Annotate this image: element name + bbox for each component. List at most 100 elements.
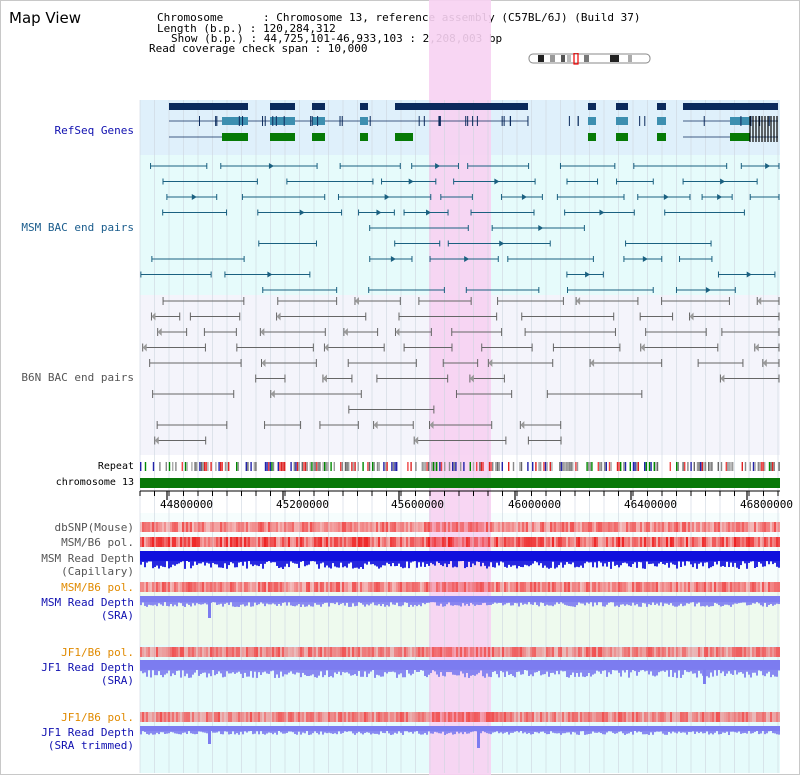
msm-b6-polymorphism-sra [340,582,342,592]
msm-read-depth-capillary [504,551,506,567]
dbsnp-density [656,522,658,532]
dbsnp-density [208,522,210,532]
info-coverage: Read coverage check span : 10,000 [149,42,368,55]
track-label-dbsnp[interactable]: dbSNP(Mouse) [54,521,134,534]
b6n-bac-arrow [757,297,762,305]
dbsnp-density [254,522,256,532]
jf1-b6-polymorphism [454,647,456,657]
msm-read-depth-capillary [396,551,398,566]
jf1-b6-polymorphism-trimmed [328,712,330,722]
msm-b6-polymorphism-sra [614,582,616,592]
msm-b6-polymorphism-sra [748,582,750,592]
jf1-read-depth-trimmed [280,726,282,733]
jf1-read-depth-trimmed [652,726,654,735]
jf1-b6-polymorphism-trimmed [518,712,520,722]
jf1-read-depth-trimmed [418,726,420,734]
track-label-msm-bac[interactable]: MSM BAC end pairs [21,221,134,234]
track-label-msm-b6-pol[interactable]: MSM/B6 pol. [61,536,134,549]
dbsnp-density [164,522,166,532]
msm-b6-polymorphism-sra [196,582,198,592]
track-label-chromosome[interactable]: chromosome 13 [55,477,134,488]
chromosome-ideogram[interactable] [528,53,652,65]
track-label-msm-read-depth-sra[interactable]: MSM Read Depth [41,596,134,609]
jf1-read-depth-trimmed [270,726,272,733]
jf1-b6-polymorphism [444,647,446,657]
dbsnp-density [184,522,186,532]
repeat-element [650,462,652,471]
msm-b6-polymorphism [412,537,414,547]
dbsnp-density [554,522,556,532]
jf1-read-depth-sra [292,660,294,674]
jf1-b6-polymorphism [196,647,198,657]
repeat-element [384,462,387,471]
msm-b6-polymorphism-sra [466,582,468,592]
jf1-b6-polymorphism [228,647,230,657]
msm-read-depth-sra [490,596,492,605]
msm-b6-polymorphism [286,537,288,547]
msm-b6-polymorphism [746,537,748,547]
track-label-jf1-read-depth-trimmed[interactable]: JF1 Read Depth [41,726,134,739]
jf1-read-depth-sra [160,660,162,676]
dbsnp-density [296,522,298,532]
msm-read-depth-sra [400,596,402,607]
track-label-jf1-b6-pol-trimmed[interactable]: JF1/B6 pol. [61,711,134,724]
repeat-element [512,462,515,471]
jf1-b6-polymorphism [322,647,324,657]
msm-read-depth-capillary [666,551,668,563]
jf1-read-depth-trimmed [544,726,546,734]
track-label-b6n-bac[interactable]: B6N BAC end pairs [21,371,134,384]
msm-bac-arrow [299,209,305,216]
jf1-read-depth-sra [574,660,576,677]
repeat-element [744,462,747,471]
jf1-b6-polymorphism-trimmed [214,712,216,722]
msm-read-depth-capillary [596,551,598,568]
jf1-b6-polymorphism-trimmed [554,712,556,722]
dbsnp-density [702,522,704,532]
dbsnp-density [620,522,622,532]
jf1-b6-polymorphism-trimmed [588,712,590,722]
track-label-repeat[interactable]: Repeat [97,461,134,472]
dbsnp-density [632,522,634,532]
jf1-b6-polymorphism-trimmed [732,712,734,722]
jf1-read-depth-trimmed [372,726,374,734]
dbsnp-density [730,522,732,532]
msm-read-depth-sra [380,596,382,607]
repeat-element [501,462,503,471]
track-label-msm-b6-pol-sra[interactable]: MSM/B6 pol. [61,581,134,594]
repeat-element [432,462,435,471]
msm-b6-polymorphism-sra [492,582,494,592]
msm-b6-polymorphism-sra [180,582,182,592]
jf1-b6-polymorphism-trimmed [420,712,422,722]
jf1-read-depth-trimmed [178,726,180,735]
msm-read-depth-capillary [244,551,246,562]
msm-read-depth-sra [604,596,606,607]
dbsnp-density [526,522,528,532]
msm-b6-polymorphism [730,537,732,547]
track-label-jf1-b6-pol[interactable]: JF1/B6 pol. [61,646,134,659]
jf1-b6-polymorphism-trimmed [746,712,748,722]
jf1-read-depth-sra [392,660,394,672]
msm-b6-polymorphism-sra [764,582,766,592]
msm-read-depth-capillary [664,551,666,565]
msm-b6-polymorphism-sra [142,582,144,592]
jf1-read-depth-sra [420,660,422,671]
jf1-b6-polymorphism-trimmed [352,712,354,722]
jf1-b6-polymorphism-trimmed [476,712,478,722]
jf1-b6-polymorphism [486,647,488,657]
track-label-jf1-read-depth[interactable]: JF1 Read Depth [41,661,134,674]
msm-read-depth-sra [276,596,278,606]
track-label-refseq-genes[interactable]: RefSeq Genes [54,124,134,137]
msm-b6-polymorphism-sra [346,582,348,592]
msm-b6-polymorphism-sra [202,582,204,592]
jf1-read-depth-trimmed [722,726,724,733]
dbsnp-density [140,522,142,532]
track-label-msm-read-depth-capillary[interactable]: MSM Read Depth [41,552,134,565]
jf1-b6-polymorphism-trimmed [408,712,410,722]
msm-read-depth-capillary [150,551,152,562]
msm-b6-polymorphism-sra [480,582,482,592]
msm-read-depth-capillary [440,551,442,565]
jf1-b6-polymorphism [140,647,142,657]
msm-b6-polymorphism-sra [584,582,586,592]
msm-read-depth-capillary [230,551,232,563]
